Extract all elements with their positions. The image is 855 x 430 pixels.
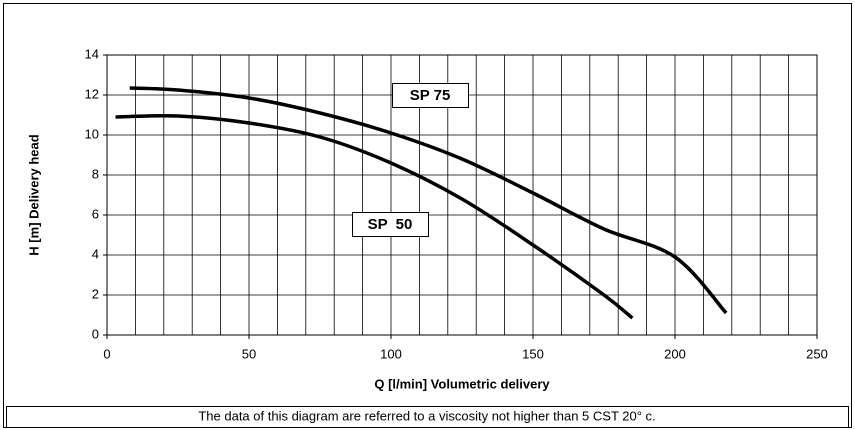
x-axis-label: Q [l/min] Volumetric delivery	[374, 376, 550, 391]
x-tick-label: 50	[242, 346, 256, 361]
x-tick-label: 100	[380, 346, 402, 361]
note-box	[6, 406, 849, 428]
series-label-box	[352, 212, 429, 237]
y-tick-label: 12	[85, 86, 99, 101]
x-tick-label: 0	[103, 346, 110, 361]
y-tick-label: 6	[92, 206, 99, 221]
curve	[115, 113, 634, 320]
y-tick-label: 2	[92, 286, 99, 301]
y-tick-label: 8	[92, 166, 99, 181]
y-tick-label: 10	[85, 126, 99, 141]
x-tick-label: 200	[664, 346, 686, 361]
series-label-box	[392, 83, 469, 108]
series-label: SP 75	[410, 87, 451, 104]
curve	[129, 86, 728, 315]
y-tick-label: 14	[85, 46, 99, 61]
plot-border	[106, 54, 818, 336]
y-tick-label: 4	[92, 246, 99, 261]
y-tick-label: 0	[92, 326, 99, 341]
y-axis-label: H [m] Delivery head	[26, 134, 41, 255]
note: The data of this diagram are referred to…	[198, 408, 655, 423]
series-label: SP 50	[368, 216, 413, 233]
x-tick-label: 150	[522, 346, 544, 361]
x-tick-label: 250	[806, 346, 828, 361]
